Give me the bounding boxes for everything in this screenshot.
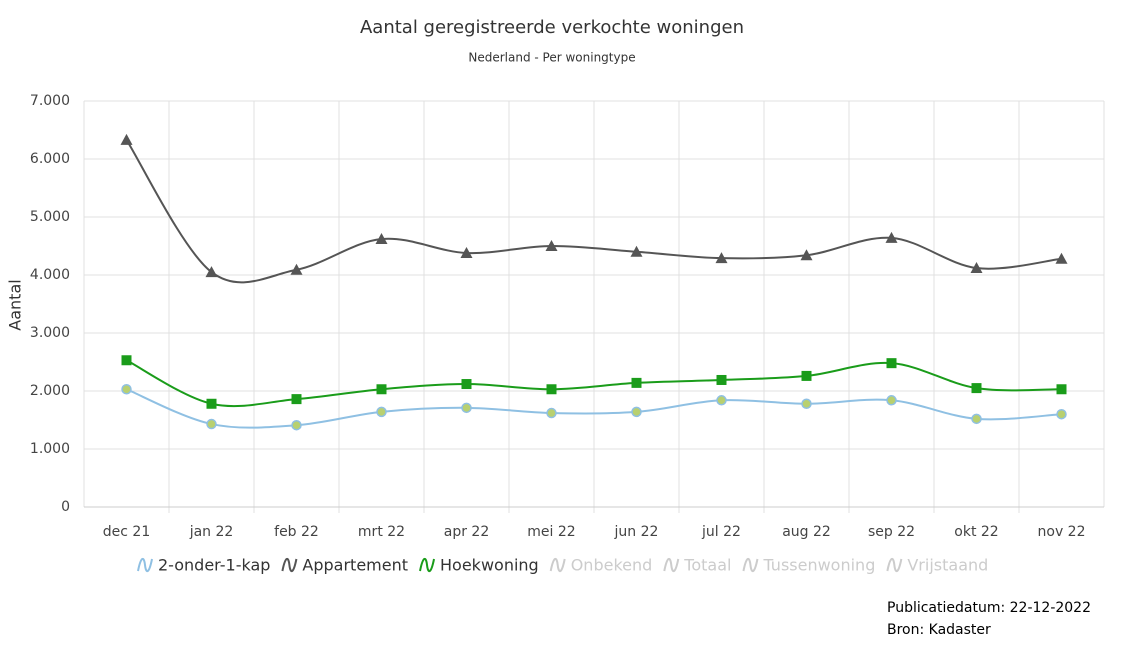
x-tick-label: mrt 22	[358, 524, 405, 540]
y-tick-label: 3.000	[30, 325, 70, 341]
legend-icon	[663, 557, 680, 573]
x-tick-label: feb 22	[274, 524, 319, 540]
marker	[801, 370, 812, 381]
x-tick-label: jan 22	[189, 524, 234, 540]
marker	[546, 384, 557, 395]
legend-label: Onbekend	[571, 556, 653, 575]
marker	[460, 246, 473, 258]
marker	[205, 266, 218, 278]
marker	[885, 231, 898, 243]
marker	[121, 355, 132, 366]
marker	[206, 418, 217, 430]
y-tick-label: 2.000	[30, 383, 70, 399]
chart-subtitle: Nederland - Per woningtype	[468, 51, 635, 65]
legend-label: Tussenwoning	[762, 556, 875, 575]
y-tick-label: 4.000	[30, 267, 70, 283]
marker	[971, 413, 982, 425]
x-tick-label: jun 22	[614, 524, 659, 540]
series-line	[126, 359, 1062, 408]
x-tick-label: sep 22	[868, 524, 915, 540]
chart-title: Aantal geregistreerde verkochte woningen	[360, 17, 744, 38]
footer-date: Publicatiedatum: 22-12-2022	[887, 600, 1091, 616]
marker	[461, 379, 472, 390]
marker	[630, 245, 643, 257]
marker	[716, 374, 727, 385]
marker	[715, 252, 728, 264]
x-tick-label: dec 21	[103, 524, 150, 540]
legend-label: Appartement	[302, 556, 408, 575]
legend-label: Hoekwoning	[440, 556, 539, 575]
y-tick-label: 0	[61, 499, 70, 515]
marker	[971, 383, 982, 394]
marker	[1056, 408, 1067, 420]
marker	[800, 249, 813, 261]
legend-icon	[886, 557, 903, 573]
marker	[631, 406, 642, 418]
legend-label: Totaal	[683, 556, 731, 575]
x-tick-label: aug 22	[782, 524, 831, 540]
marker	[801, 398, 812, 410]
y-axis-label: Aantal	[6, 279, 25, 330]
y-tick-label: 7.000	[30, 93, 70, 109]
marker	[970, 262, 983, 274]
marker	[376, 384, 387, 395]
marker	[376, 406, 387, 418]
x-tick-label: apr 22	[444, 524, 490, 540]
legend-icon	[419, 557, 435, 573]
marker	[121, 384, 132, 395]
marker	[1056, 384, 1067, 395]
marker	[545, 240, 558, 251]
marker	[120, 133, 133, 145]
marker	[716, 395, 727, 406]
marker	[1055, 252, 1068, 264]
legend-icon	[549, 557, 566, 573]
x-tick-label: jul 22	[701, 524, 741, 540]
y-tick-label: 5.000	[30, 209, 70, 225]
legend-icon	[137, 557, 153, 573]
y-tick-label: 1.000	[30, 441, 70, 457]
marker	[461, 402, 472, 414]
x-tick-label: okt 22	[954, 524, 998, 540]
series-line	[126, 388, 1062, 429]
legend-label: 2-onder-1-kap	[158, 556, 270, 575]
marker	[291, 419, 302, 431]
legend-icon	[281, 557, 298, 573]
marker	[631, 377, 642, 388]
y-tick-label: 6.000	[30, 151, 70, 167]
legend-icon	[742, 557, 759, 573]
marker	[546, 407, 557, 419]
marker	[375, 233, 388, 245]
marker	[206, 398, 217, 409]
legend-label: Vrijstaand	[907, 556, 988, 575]
series-line	[125, 139, 1062, 284]
footer-source: Bron: Kadaster	[887, 622, 991, 638]
marker	[290, 263, 303, 275]
marker	[886, 395, 897, 406]
marker	[291, 394, 302, 405]
x-tick-label: mei 22	[527, 524, 575, 540]
x-tick-label: nov 22	[1038, 524, 1086, 540]
marker	[886, 358, 897, 369]
